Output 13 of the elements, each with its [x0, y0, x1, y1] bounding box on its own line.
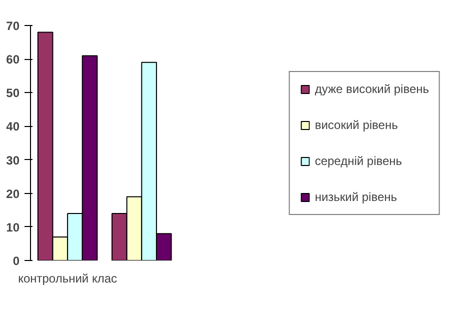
legend-label: середній рівень [314, 154, 402, 168]
y-tick-label: 10 [6, 220, 20, 234]
y-tick-label: 0 [12, 254, 20, 268]
y-tick-label: 30 [6, 153, 20, 168]
y-tick-label: 70 [6, 19, 20, 33]
legend-label: високий рівень [314, 118, 398, 132]
legend-label: низький рівень [314, 190, 398, 204]
y-tick-label: 20 [6, 186, 20, 201]
y-tick-label: 50 [6, 86, 20, 100]
x-tick-label: контрольний клас [18, 272, 118, 286]
legend-label: дуже високий рівень [314, 82, 429, 96]
y-tick-label: 40 [6, 120, 20, 134]
y-tick-label: 60 [6, 52, 20, 67]
